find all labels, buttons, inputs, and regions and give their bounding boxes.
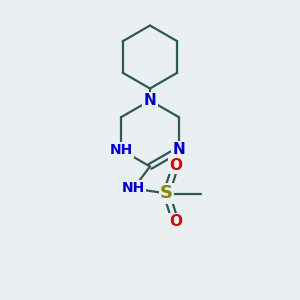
Text: O: O bbox=[169, 158, 182, 172]
Text: N: N bbox=[172, 142, 185, 158]
Text: O: O bbox=[169, 214, 182, 230]
Text: NH: NH bbox=[110, 143, 133, 157]
Text: NH: NH bbox=[122, 182, 145, 195]
Text: N: N bbox=[144, 93, 156, 108]
Text: S: S bbox=[160, 184, 173, 202]
